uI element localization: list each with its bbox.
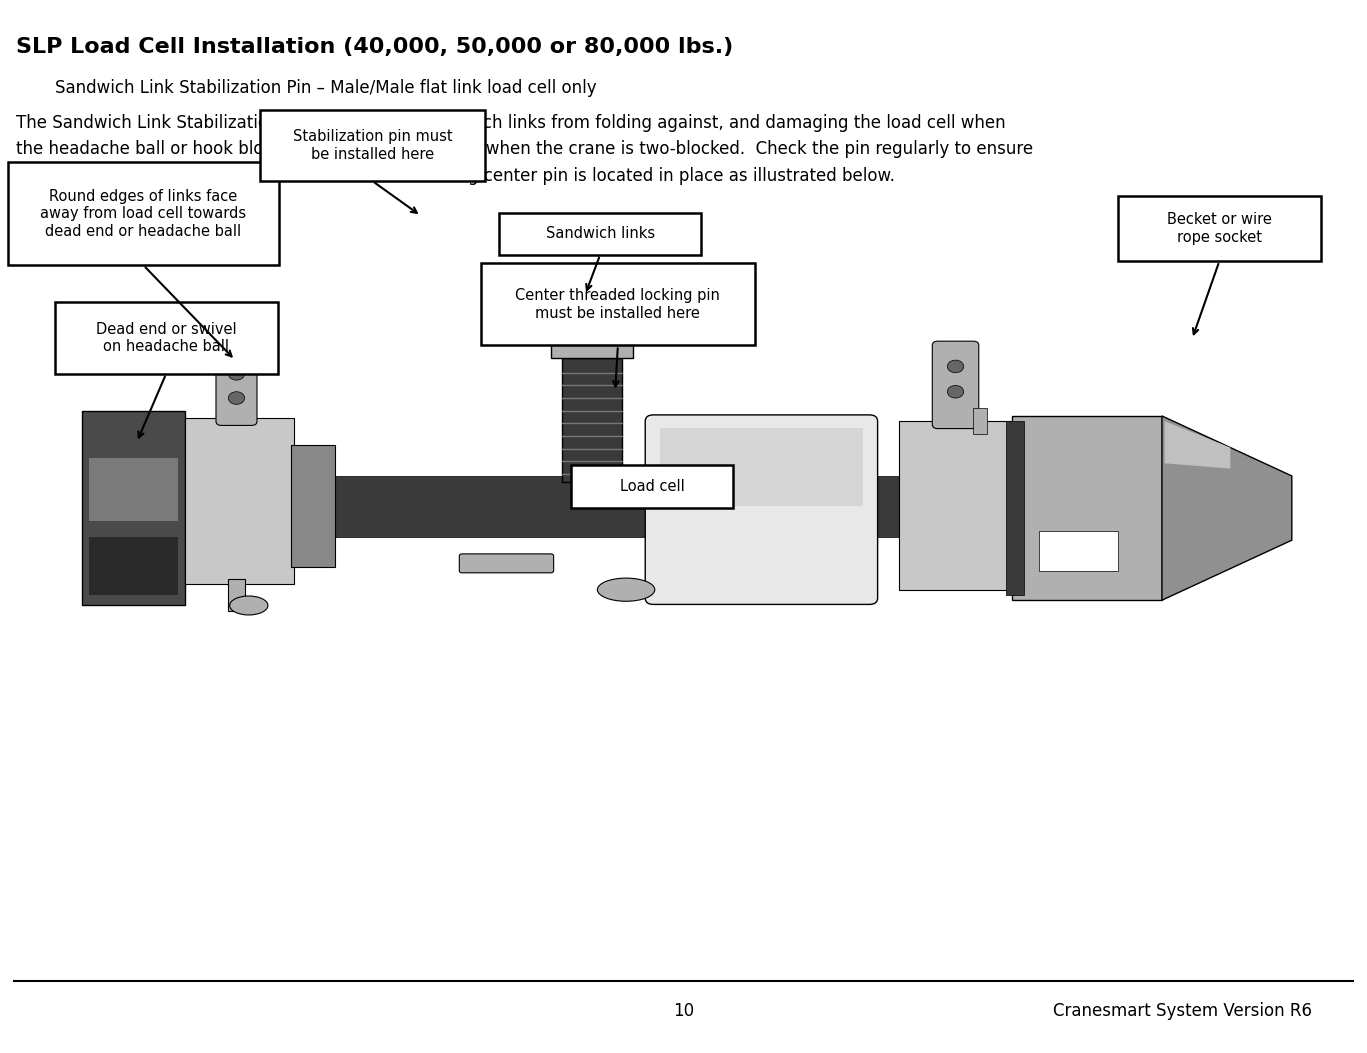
Text: Center threaded locking pin
must be installed here: Center threaded locking pin must be inst… xyxy=(515,289,720,320)
FancyBboxPatch shape xyxy=(109,476,1278,537)
FancyBboxPatch shape xyxy=(973,408,987,434)
FancyBboxPatch shape xyxy=(1118,196,1321,261)
Polygon shape xyxy=(1162,416,1292,600)
FancyBboxPatch shape xyxy=(185,418,294,584)
FancyBboxPatch shape xyxy=(291,445,335,567)
FancyBboxPatch shape xyxy=(260,110,485,181)
FancyBboxPatch shape xyxy=(562,358,622,482)
Text: Becket or wire
rope socket: Becket or wire rope socket xyxy=(1167,213,1271,244)
Ellipse shape xyxy=(230,596,268,615)
FancyBboxPatch shape xyxy=(660,429,863,506)
FancyBboxPatch shape xyxy=(1006,421,1024,595)
Circle shape xyxy=(947,385,964,398)
Polygon shape xyxy=(1165,421,1230,469)
Text: SLP Load Cell Installation (40,000, 50,000 or 80,000 lbs.): SLP Load Cell Installation (40,000, 50,0… xyxy=(16,37,734,57)
Text: Sandwich Link Stabilization Pin – Male/Male flat link load cell only: Sandwich Link Stabilization Pin – Male/M… xyxy=(55,79,596,97)
FancyBboxPatch shape xyxy=(551,326,633,358)
FancyBboxPatch shape xyxy=(459,554,554,573)
Ellipse shape xyxy=(597,578,655,601)
FancyBboxPatch shape xyxy=(571,465,733,508)
Circle shape xyxy=(947,360,964,373)
Text: Round edges of links face
away from load cell towards
dead end or headache ball: Round edges of links face away from load… xyxy=(41,188,246,239)
FancyBboxPatch shape xyxy=(55,302,278,374)
Text: Dead end or swivel
on headache ball: Dead end or swivel on headache ball xyxy=(96,322,236,354)
FancyBboxPatch shape xyxy=(481,263,755,345)
FancyBboxPatch shape xyxy=(499,213,701,255)
Text: Cranesmart System Version R6: Cranesmart System Version R6 xyxy=(1054,1001,1312,1020)
FancyBboxPatch shape xyxy=(228,579,245,611)
FancyBboxPatch shape xyxy=(82,411,185,605)
Text: Load cell: Load cell xyxy=(619,479,685,494)
Text: 10: 10 xyxy=(673,1001,694,1020)
FancyBboxPatch shape xyxy=(1039,531,1118,571)
FancyBboxPatch shape xyxy=(216,349,257,425)
Circle shape xyxy=(228,367,245,380)
FancyBboxPatch shape xyxy=(899,421,1012,590)
Circle shape xyxy=(228,392,245,404)
FancyBboxPatch shape xyxy=(89,458,178,521)
Text: Sandwich links: Sandwich links xyxy=(545,226,655,241)
FancyBboxPatch shape xyxy=(89,537,178,595)
Text: The Sandwich Link Stabilization Pin prevents the sandwich links from folding aga: The Sandwich Link Stabilization Pin prev… xyxy=(16,114,1033,184)
FancyBboxPatch shape xyxy=(645,415,878,604)
FancyBboxPatch shape xyxy=(1012,416,1162,600)
Text: Stabilization pin must
be installed here: Stabilization pin must be installed here xyxy=(293,130,452,161)
FancyBboxPatch shape xyxy=(8,162,279,265)
FancyBboxPatch shape xyxy=(932,341,979,429)
